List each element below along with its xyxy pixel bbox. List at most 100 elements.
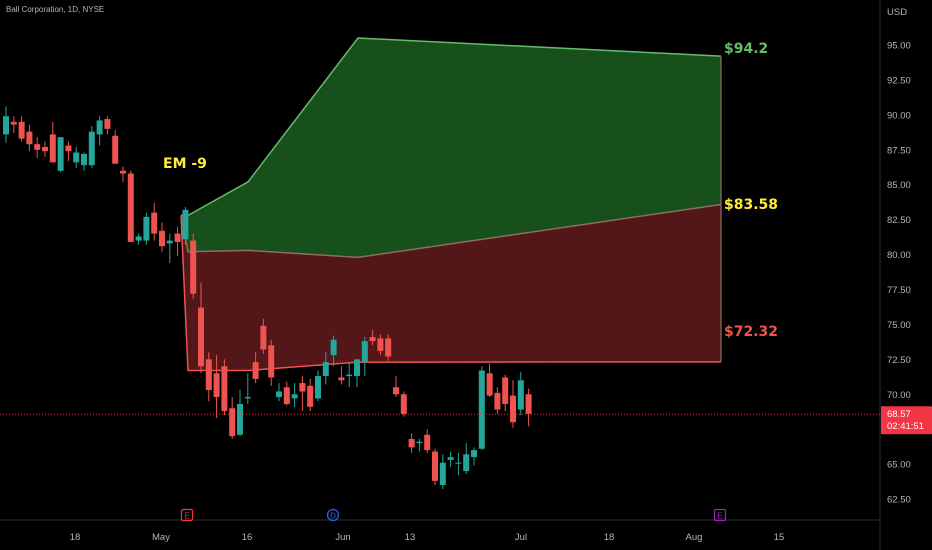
candle	[471, 447, 477, 466]
candle-body	[190, 240, 197, 294]
candle-body	[244, 397, 251, 399]
candle	[486, 363, 493, 398]
candle	[517, 371, 524, 416]
event-marker-box	[713, 508, 727, 522]
candle	[237, 390, 243, 437]
candle-body	[502, 377, 509, 405]
candle	[494, 387, 501, 414]
candle	[57, 137, 64, 173]
candle-body	[463, 454, 470, 472]
candlestick-series	[3, 106, 532, 490]
candle-body	[96, 120, 103, 135]
candle	[276, 383, 282, 402]
candle-body	[424, 434, 431, 451]
candle	[127, 170, 134, 242]
candle-body	[10, 121, 17, 125]
candle	[159, 222, 165, 252]
candle	[408, 433, 415, 453]
candle-body	[135, 236, 142, 241]
candle-body	[517, 380, 524, 410]
price-tick-label: 72.50	[887, 355, 911, 366]
event-marker: E	[713, 508, 727, 522]
candle-body	[478, 370, 485, 449]
candle	[322, 352, 329, 385]
candle	[354, 359, 360, 388]
candle-body	[315, 376, 321, 399]
candle-body	[416, 441, 423, 444]
candle-body	[307, 385, 314, 407]
price-axis: USD 95.00 92.50 90.00 87.50 85.00 82.50 80.00 77…	[881, 7, 932, 506]
candle	[166, 233, 173, 263]
symbol-header: Ball Corporation, 1D, NYSE	[6, 5, 105, 14]
candle-body	[143, 216, 150, 241]
candle	[338, 366, 345, 385]
candle-body	[276, 391, 282, 398]
price-tick-label: 65.00	[887, 460, 911, 471]
grid	[0, 0, 881, 550]
candle	[244, 373, 251, 405]
candle	[10, 116, 17, 134]
price-tick-label: 82.50	[887, 215, 911, 226]
em-label: EM -9	[163, 156, 207, 172]
candle-body	[198, 307, 204, 367]
candle-body	[104, 119, 111, 129]
candle-body	[159, 230, 165, 247]
candle-body	[81, 153, 87, 166]
candle-body	[151, 212, 158, 234]
candle	[510, 380, 516, 428]
candle	[369, 329, 376, 346]
candle-body	[369, 336, 376, 342]
candle	[143, 212, 150, 245]
candle	[198, 282, 204, 374]
event-marker-box	[180, 508, 194, 522]
candle	[377, 334, 384, 356]
candle-body	[486, 373, 493, 396]
candle	[393, 376, 399, 398]
price-badge-countdown: 02:41:51	[887, 421, 924, 432]
candle-body	[49, 134, 56, 163]
candle-body	[237, 404, 243, 435]
candle	[424, 429, 431, 453]
candle-body	[471, 450, 477, 458]
candle-body	[299, 383, 306, 392]
lower-zone	[181, 204, 721, 371]
candle-body	[346, 374, 353, 377]
candle-body	[283, 387, 290, 405]
candle	[3, 106, 9, 143]
candle-body	[166, 240, 173, 244]
candle-body	[65, 145, 72, 152]
candle	[182, 207, 189, 245]
candle	[299, 376, 306, 412]
time-tick-label: 18	[604, 532, 615, 543]
candle	[315, 370, 321, 402]
candle-body	[361, 341, 368, 363]
candle-body	[182, 209, 189, 240]
lower-line	[180, 215, 722, 372]
lower-target-label: $72.32	[724, 324, 778, 340]
axis-currency: USD	[887, 7, 907, 18]
candle-body	[127, 173, 134, 242]
candle-body	[432, 451, 438, 481]
price-tick-label: 92.50	[887, 75, 911, 86]
candle	[361, 336, 368, 377]
candle	[104, 116, 111, 135]
candle	[42, 141, 48, 157]
candle-body	[377, 338, 384, 351]
candle	[229, 397, 236, 439]
candle-body	[408, 438, 415, 448]
candle-body	[213, 373, 220, 398]
candle-body	[88, 131, 95, 166]
event-marker-letter: E	[717, 512, 722, 521]
event-marker: E	[180, 508, 194, 522]
candle	[385, 334, 392, 361]
candle	[190, 233, 197, 300]
candle-body	[221, 366, 228, 412]
candle	[478, 366, 485, 451]
candle-body	[354, 359, 360, 377]
candle	[283, 381, 290, 406]
mid-target-label: $83.58	[724, 197, 778, 213]
price-tick-label: 90.00	[887, 110, 911, 121]
candle	[291, 383, 298, 407]
candle-body	[26, 131, 33, 145]
